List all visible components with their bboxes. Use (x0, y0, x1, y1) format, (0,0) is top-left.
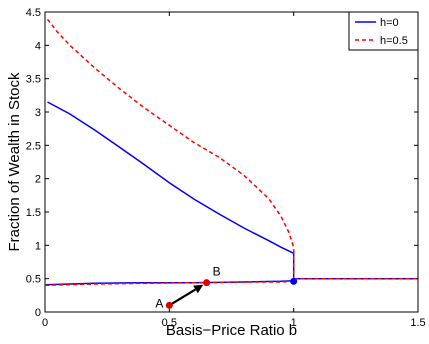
y-tick-label: 4.5 (26, 7, 41, 19)
y-tick-label: 1 (35, 240, 41, 252)
y-tick-label: 3 (35, 107, 41, 119)
point-marker-b (203, 279, 211, 287)
x-tick-label: 0.5 (162, 317, 177, 329)
y-tick-label: 1.5 (26, 207, 41, 219)
y-axis-label: Fraction of Wealth in Stock (6, 72, 23, 251)
y-tick-label: 0.5 (26, 274, 41, 286)
x-axis-label: Basis−Price Ratio b (166, 322, 297, 339)
legend-label-h0: h=0 (380, 17, 399, 29)
arrow-shaft (168, 288, 197, 307)
point-marker-end (290, 277, 298, 285)
point-marker-a (165, 301, 173, 309)
y-tick-label: 4 (35, 40, 41, 52)
plot-area (44, 11, 419, 313)
point-label-b: B (213, 265, 221, 279)
x-tick-label: 1.5 (410, 317, 425, 329)
series-lines (44, 18, 418, 287)
legend-box (348, 11, 419, 51)
y-tick-label: 3.5 (26, 74, 41, 86)
y-tick-label: 2.5 (26, 140, 41, 152)
ticks: 0 0.5 1 1.5 0 0.5 1 1.5 2 2.5 3 3.5 4 4.5 (26, 7, 426, 329)
y-tick-label: 2 (35, 174, 41, 186)
y-tick-label: 0 (35, 307, 41, 319)
x-tick-label: 1 (291, 317, 297, 329)
legend-label-h05: h=0.5 (380, 35, 408, 47)
series-line-h0 (47, 101, 295, 254)
series-line-h05 (46, 18, 295, 248)
arrow-head (193, 284, 204, 294)
legend: h=0 h=0.5 (348, 11, 419, 51)
series-line-h05 (44, 280, 294, 287)
point-label-a: A (155, 296, 163, 310)
markers: AB (155, 265, 298, 310)
x-tick-label: 0 (42, 317, 48, 329)
